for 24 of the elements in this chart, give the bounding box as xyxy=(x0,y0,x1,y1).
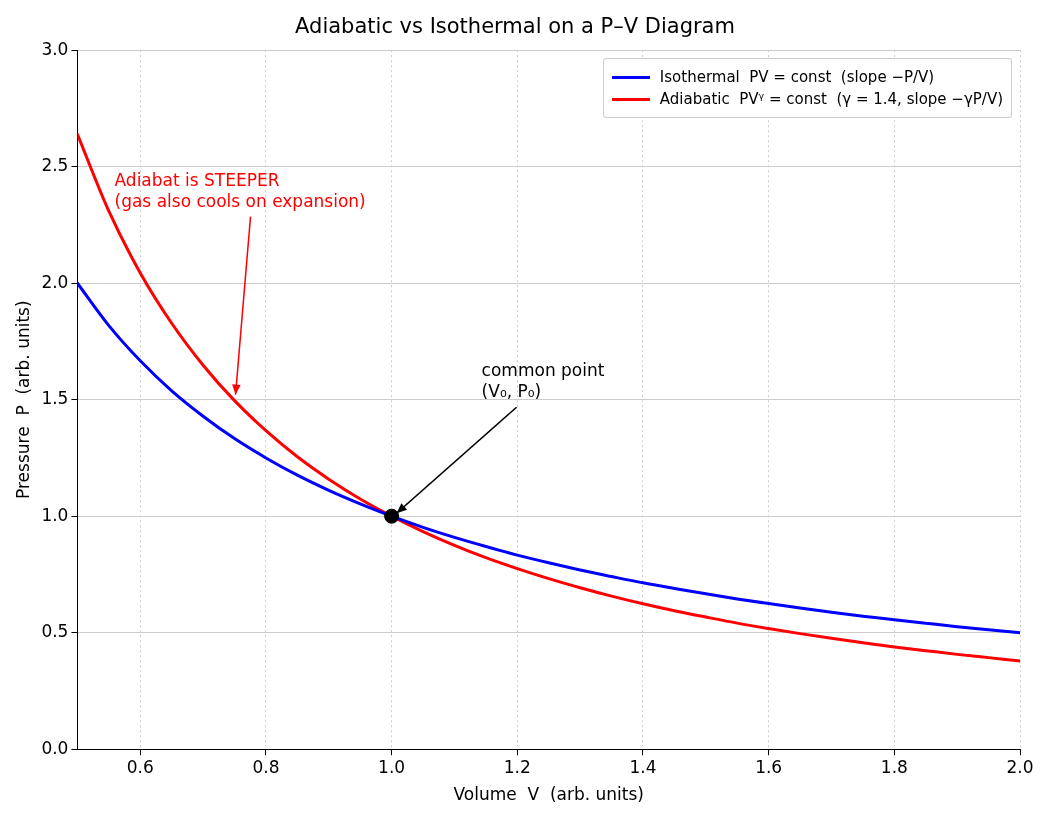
x-tick-label: 1.6 xyxy=(755,756,783,777)
x-tick-label: 2.0 xyxy=(1006,756,1034,777)
x-tick-label: 0.8 xyxy=(252,756,280,777)
x-tick-label: 1.2 xyxy=(503,756,531,777)
y-tick-label: 2.0 xyxy=(41,271,69,292)
y-tick-label: 2.5 xyxy=(41,155,69,176)
x-tick-label: 1.0 xyxy=(378,756,406,777)
annotation: common point (V₀, P₀) xyxy=(481,360,605,402)
legend-label: Isothermal PV = const (slope −P/V) xyxy=(659,68,935,87)
y-tick-label: 1.0 xyxy=(41,504,69,525)
x-axis-title: Volume V (arb. units) xyxy=(453,784,644,805)
line-series xyxy=(77,132,1020,663)
y-axis-title: Pressure P (arb. units) xyxy=(12,300,33,499)
x-tick-label: 1.8 xyxy=(880,756,908,777)
legend-label: Adiabatic PVᵞ = const (γ = 1.4, slope −γP/V) xyxy=(659,90,1003,109)
y-tick-label: 0.5 xyxy=(41,621,69,642)
chart-title: Adiabatic vs Isothermal on a P–V Diagram xyxy=(295,14,735,39)
x-tick-label: 1.4 xyxy=(629,756,657,777)
y-tick-label: 1.5 xyxy=(41,388,69,409)
y-tick-label: 0.0 xyxy=(41,737,69,758)
annotation: Adiabat is STEEPER (gas also cools on expansion) xyxy=(114,169,366,211)
x-tick-label: 0.6 xyxy=(126,756,154,777)
line-series xyxy=(77,281,1020,635)
y-tick-label: 3.0 xyxy=(41,38,69,59)
